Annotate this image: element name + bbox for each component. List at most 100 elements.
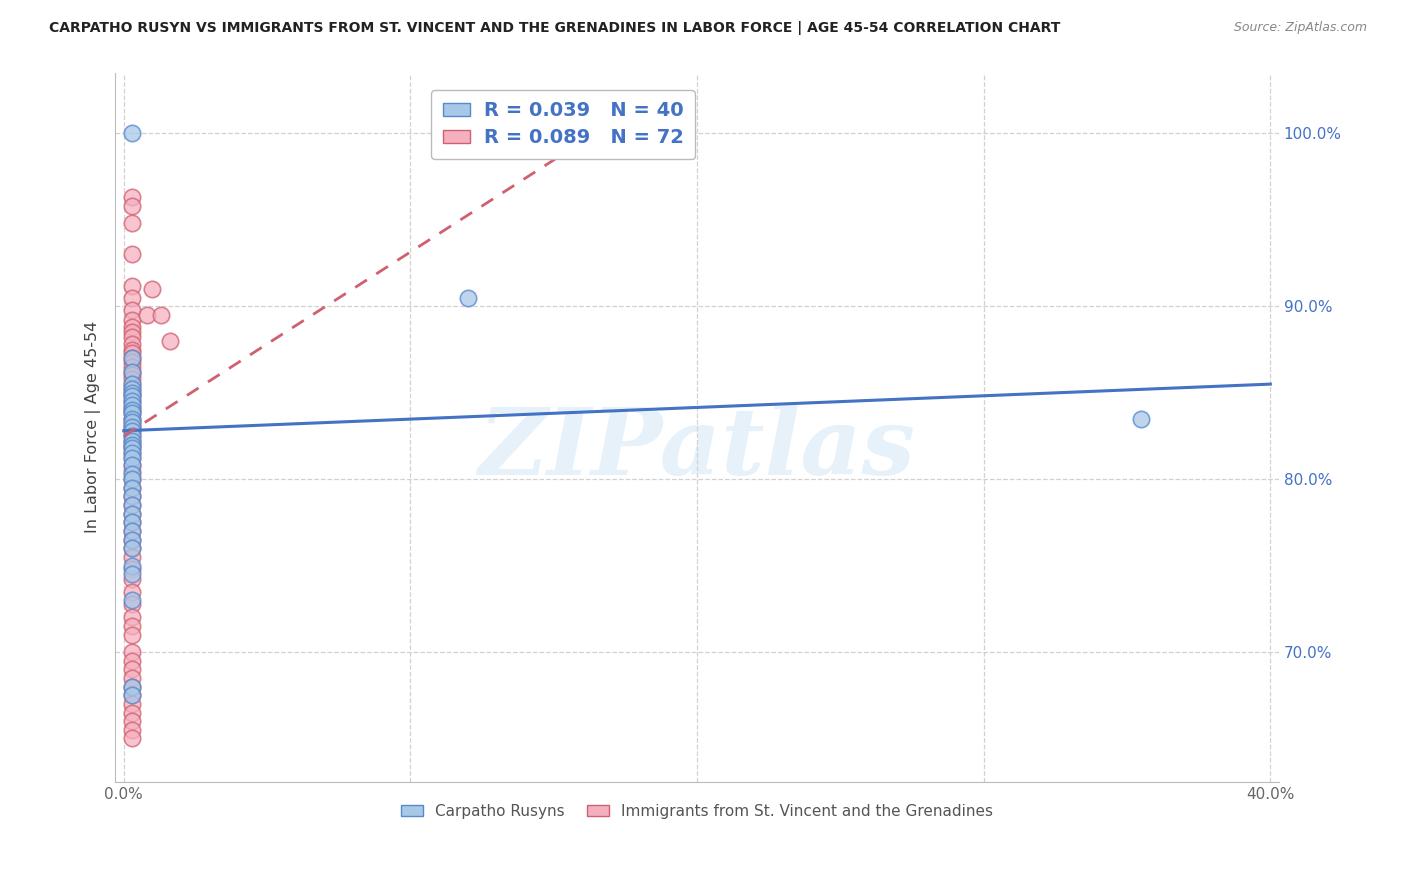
Point bbox=[121, 490, 143, 504]
Point bbox=[141, 282, 163, 296]
Point bbox=[121, 541, 143, 556]
Point bbox=[121, 490, 143, 504]
Point bbox=[121, 441, 143, 455]
Point bbox=[121, 498, 143, 512]
Point bbox=[121, 481, 143, 495]
Point bbox=[121, 680, 143, 694]
Point bbox=[121, 524, 143, 538]
Point bbox=[121, 593, 143, 607]
Point bbox=[121, 516, 143, 530]
Point bbox=[121, 472, 143, 486]
Point bbox=[121, 533, 143, 547]
Point bbox=[121, 481, 143, 495]
Point bbox=[121, 325, 143, 339]
Point bbox=[121, 458, 143, 473]
Point bbox=[121, 199, 143, 213]
Point bbox=[121, 671, 143, 685]
Point bbox=[121, 451, 143, 466]
Point bbox=[121, 562, 143, 576]
Point bbox=[121, 628, 143, 642]
Point bbox=[121, 464, 143, 478]
Point bbox=[121, 446, 143, 460]
Point bbox=[121, 688, 143, 702]
Point bbox=[121, 441, 143, 455]
Point bbox=[121, 346, 143, 360]
Point bbox=[121, 723, 143, 737]
Point bbox=[121, 434, 143, 449]
Point bbox=[121, 472, 143, 486]
Point bbox=[121, 619, 143, 633]
Point bbox=[121, 407, 143, 421]
Point bbox=[121, 420, 143, 434]
Point bbox=[121, 411, 143, 425]
Point bbox=[121, 424, 143, 438]
Point bbox=[121, 662, 143, 676]
Point bbox=[121, 597, 143, 611]
Point bbox=[121, 382, 143, 396]
Point bbox=[121, 437, 143, 451]
Point bbox=[121, 372, 143, 386]
Point bbox=[121, 365, 143, 379]
Point bbox=[121, 498, 143, 512]
Point bbox=[121, 398, 143, 412]
Point bbox=[150, 308, 173, 322]
Point bbox=[121, 394, 143, 409]
Point bbox=[121, 424, 143, 438]
Point bbox=[121, 403, 143, 417]
Point bbox=[121, 377, 143, 392]
Point bbox=[121, 359, 143, 374]
Point bbox=[121, 394, 143, 409]
Point bbox=[121, 337, 143, 351]
Point bbox=[121, 354, 143, 368]
Point bbox=[121, 385, 143, 400]
Point bbox=[457, 291, 479, 305]
Point bbox=[121, 302, 143, 317]
Point bbox=[121, 429, 143, 443]
Point bbox=[121, 291, 143, 305]
Point bbox=[121, 573, 143, 587]
Point bbox=[121, 654, 143, 668]
Point bbox=[121, 558, 143, 573]
Point bbox=[121, 451, 143, 466]
Point bbox=[121, 415, 143, 429]
Point bbox=[121, 706, 143, 720]
Point bbox=[121, 434, 143, 449]
Point bbox=[159, 334, 181, 348]
Point bbox=[121, 714, 143, 728]
Point bbox=[121, 400, 143, 414]
Point bbox=[121, 429, 143, 443]
Point bbox=[121, 216, 143, 230]
Point bbox=[121, 385, 143, 400]
Point bbox=[121, 351, 143, 366]
Point bbox=[121, 567, 143, 582]
Point bbox=[121, 380, 143, 394]
Point bbox=[121, 389, 143, 403]
Point bbox=[121, 403, 143, 417]
Point bbox=[121, 407, 143, 421]
Text: Source: ZipAtlas.com: Source: ZipAtlas.com bbox=[1233, 21, 1367, 34]
Point bbox=[121, 343, 143, 357]
Point bbox=[121, 507, 143, 521]
Point bbox=[121, 247, 143, 261]
Text: ZIPatlas: ZIPatlas bbox=[478, 403, 915, 493]
Point bbox=[121, 541, 143, 556]
Point bbox=[121, 688, 143, 702]
Point bbox=[121, 389, 143, 403]
Point bbox=[121, 411, 143, 425]
Point bbox=[121, 437, 143, 451]
Point bbox=[121, 351, 143, 366]
Point bbox=[121, 584, 143, 599]
Point bbox=[121, 446, 143, 460]
Point bbox=[121, 190, 143, 204]
Point bbox=[121, 417, 143, 431]
Point bbox=[121, 467, 143, 481]
Point bbox=[121, 645, 143, 659]
Point bbox=[121, 533, 143, 547]
Point bbox=[121, 330, 143, 344]
Point bbox=[121, 278, 143, 293]
Point bbox=[121, 680, 143, 694]
Point bbox=[135, 308, 157, 322]
Point bbox=[121, 549, 143, 564]
Point bbox=[121, 377, 143, 392]
Point bbox=[121, 313, 143, 327]
